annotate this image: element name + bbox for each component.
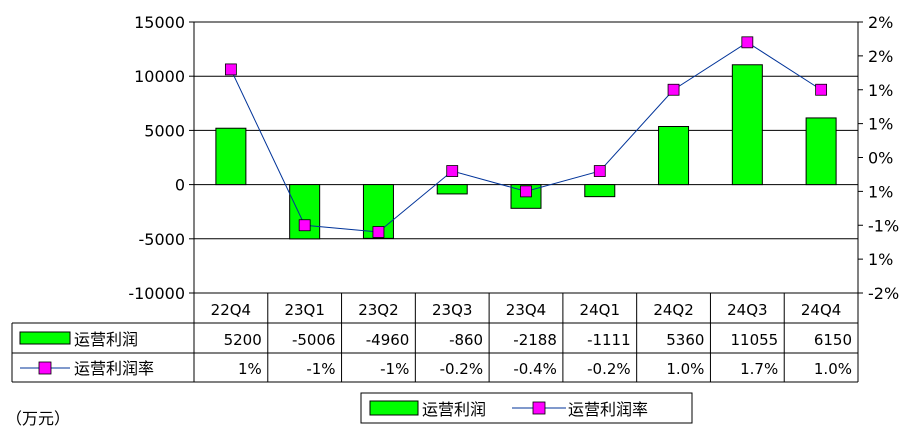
table-row-label-margin: 运营利润率 [74, 359, 154, 378]
marker-23Q1 [298, 219, 311, 232]
left-axis-ticks: 15000 10000 5000 0 -5000 -10000 [128, 13, 195, 303]
left-tick-label: 15000 [134, 13, 185, 32]
category-label: 24Q4 [801, 301, 841, 319]
category-label: 23Q4 [506, 301, 546, 319]
profit-cell: -5006 [292, 331, 336, 349]
margin-cell: -0.4% [513, 360, 557, 378]
profit-cell: -2188 [513, 331, 557, 349]
marker-22Q4 [224, 63, 237, 76]
left-tick-label: -5000 [139, 230, 186, 249]
marker-23Q4 [520, 185, 532, 198]
profit-cell: 5200 [224, 331, 262, 349]
margin-cell: -0.2% [440, 360, 484, 378]
bar-22Q4 [215, 127, 247, 186]
bar-24Q2 [658, 125, 690, 186]
left-tick-label: 0 [175, 176, 185, 195]
bar-23Q3 [436, 184, 468, 195]
marker-23Q2 [372, 226, 385, 238]
margin-cell: 1% [238, 360, 262, 378]
line-series [224, 36, 828, 238]
left-tick-label: 10000 [134, 67, 185, 86]
right-tick-label: 1% [868, 115, 893, 134]
profit-cell: 11055 [731, 331, 779, 349]
left-tick-label: -10000 [128, 284, 185, 303]
category-label: 22Q4 [211, 301, 251, 319]
right-tick-label: -2% [868, 284, 899, 303]
marker-24Q1 [593, 165, 606, 177]
category-label: 23Q2 [358, 301, 398, 319]
marker-24Q2 [667, 83, 680, 96]
data-table: 22Q4 5200 1% 23Q1 -5006 -1% 23Q2 -4960 -1% 23Q3 -8… [11, 293, 859, 383]
marker-24Q4 [815, 83, 828, 96]
legend-label-profit: 运营利润 [422, 400, 486, 419]
right-axis-ticks: 2% 2% 1% 1% 0% 1% -1% 1% -2% [858, 13, 899, 303]
legend-swatch-marker [532, 401, 546, 415]
right-tick-label: 1% [868, 81, 893, 100]
table-key-marker [38, 361, 52, 375]
table-key-bar [19, 331, 71, 345]
margin-cell: -1% [306, 360, 335, 378]
legend-label-margin: 运营利润率 [568, 400, 648, 419]
margin-cell: -0.2% [587, 360, 631, 378]
profit-cell: -4960 [366, 331, 410, 349]
profit-cell: 6150 [814, 331, 852, 349]
right-tick-label: 2% [868, 13, 893, 32]
margin-cell: 1.7% [740, 360, 778, 378]
marker-24Q3 [741, 36, 754, 49]
category-label: 24Q1 [580, 301, 620, 319]
right-tick-label: 1% [868, 250, 893, 269]
bar-24Q1 [584, 184, 616, 198]
margin-cell: 1.0% [814, 360, 852, 378]
category-label: 24Q2 [653, 301, 693, 319]
margin-cell: 1.0% [666, 360, 704, 378]
legend: 运营利润 运营利润率 [360, 392, 693, 424]
profit-cell: -1111 [587, 331, 631, 349]
right-tick-label: -1% [868, 216, 899, 235]
profit-cell: -860 [449, 331, 483, 349]
category-label: 23Q3 [432, 301, 472, 319]
bar-series [215, 64, 837, 240]
profit-cell: 5360 [666, 331, 704, 349]
legend-swatch-bar [369, 400, 419, 416]
right-tick-label: 1% [868, 182, 893, 201]
margin-cell: -1% [380, 360, 409, 378]
right-tick-label: 2% [868, 47, 893, 66]
category-label: 23Q1 [284, 301, 324, 319]
bar-24Q4 [805, 117, 837, 186]
table-row-label-profit: 运营利润 [74, 330, 138, 349]
bar-24Q3 [731, 64, 763, 186]
marker-23Q3 [446, 165, 459, 177]
category-label: 24Q3 [727, 301, 767, 319]
unit-label: （万元） [6, 409, 70, 428]
left-tick-label: 5000 [144, 121, 185, 140]
right-tick-label: 0% [868, 149, 893, 168]
